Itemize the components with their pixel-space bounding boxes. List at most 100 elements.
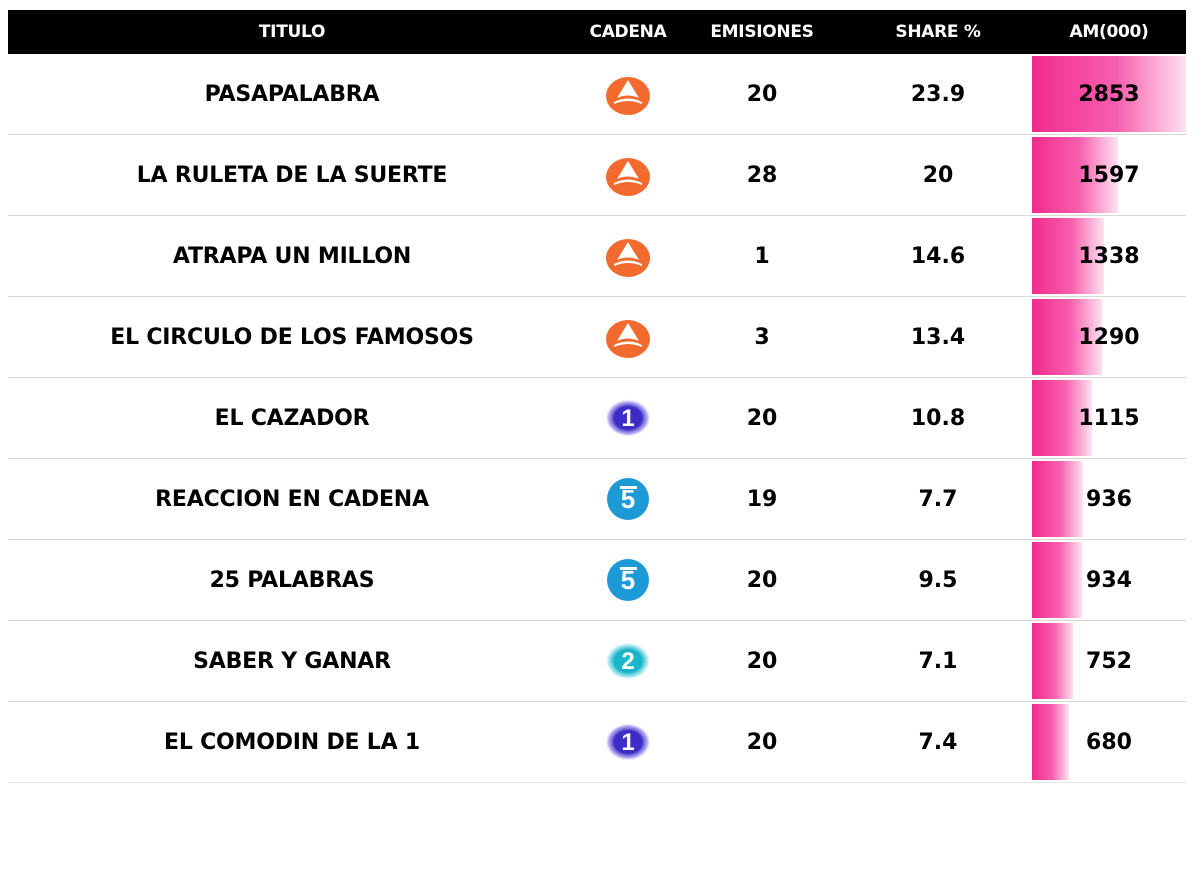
am-bar [1032,218,1104,294]
row-emisiones: 28 [746,162,778,188]
row-titulo: EL CAZADOR [8,406,576,431]
table-row: REACCION EN CADENA 5 19 7.7 936 [8,459,1186,540]
row-titulo: SABER Y GANAR [8,649,576,674]
row-am: 1290 [1032,297,1186,377]
row-share: 13.4 [910,324,966,350]
row-titulo-text: 25 PALABRAS [209,567,375,593]
svg-text:5: 5 [621,484,635,514]
row-titulo-text: EL CIRCULO DE LOS FAMOSOS [110,324,474,350]
header-share: SHARE % [895,22,981,42]
am-bar [1032,380,1092,456]
row-cadena: 1 [576,395,680,441]
row-emisiones: 20 [746,729,778,755]
row-share: 7.4 [918,729,958,755]
row-titulo: REACCION EN CADENA [8,487,576,512]
row-am: 1115 [1032,378,1186,458]
row-titulo-text: EL COMODIN DE LA 1 [163,729,421,755]
row-titulo-text: SABER Y GANAR [193,648,391,674]
row-am: 680 [1032,702,1186,782]
audience-table: TITULO CADENA EMISIONES SHARE % AM(000) … [8,10,1186,783]
am-value: 936 [1086,486,1132,512]
row-cadena: 2 [576,638,680,684]
antena3-logo [576,314,680,360]
svg-text:1: 1 [621,405,634,432]
row-titulo: EL CIRCULO DE LOS FAMOSOS [8,325,576,350]
table-row: 25 PALABRAS 5 20 9.5 934 [8,540,1186,621]
row-emisiones: 20 [746,648,778,674]
row-emisiones: 20 [746,405,778,431]
header-titulo: TITULO [258,22,326,42]
row-titulo-text: LA RULETA DE LA SUERTE [136,162,448,188]
row-titulo-text: ATRAPA UN MILLON [172,243,412,269]
row-am: 936 [1032,459,1186,539]
row-share: 10.8 [910,405,966,431]
row-share: 14.6 [910,243,966,269]
row-cadena [576,71,680,117]
row-share: 7.1 [918,648,958,674]
header-cadena: CADENA [589,22,667,42]
am-bar [1032,56,1186,132]
row-titulo: ATRAPA UN MILLON [8,244,576,269]
am-value: 1338 [1078,243,1140,269]
am-value: 2853 [1078,81,1140,107]
table-row: ATRAPA UN MILLON 1 14.6 1338 [8,216,1186,297]
row-am: 1597 [1032,135,1186,215]
table-row: EL CIRCULO DE LOS FAMOSOS 3 13.4 1290 [8,297,1186,378]
row-titulo-text: PASAPALABRA [204,81,380,107]
am-value: 680 [1086,729,1132,755]
la2-logo: 2 [576,638,680,684]
row-am: 934 [1032,540,1186,620]
row-share: 20 [922,162,954,188]
am-value: 1290 [1078,324,1140,350]
antena3-logo [576,233,680,279]
row-titulo: LA RULETA DE LA SUERTE [8,163,576,188]
row-am: 752 [1032,621,1186,701]
am-value: 1115 [1078,405,1140,431]
row-cadena: 1 [576,719,680,765]
am-value: 934 [1086,567,1132,593]
table-body: PASAPALABRA 20 23.9 2853 LA RULETA DE LA SUE… [8,54,1186,783]
row-cadena: 5 [576,557,680,603]
am-value: 1597 [1078,162,1140,188]
row-emisiones: 20 [746,81,778,107]
svg-text:5: 5 [621,565,635,595]
row-titulo: PASAPALABRA [8,82,576,107]
row-am: 2853 [1032,54,1186,134]
telecinco-logo: 5 [576,557,680,603]
header-am: AM(000) [1069,22,1149,42]
row-am: 1338 [1032,216,1186,296]
am-bar [1032,137,1118,213]
row-cadena [576,152,680,198]
row-cadena [576,314,680,360]
am-bar [1032,299,1102,375]
svg-text:1: 1 [621,729,634,756]
row-titulo-text: REACCION EN CADENA [155,486,429,512]
header-emisiones: EMISIONES [710,22,814,42]
antena3-logo [576,152,680,198]
row-share: 7.7 [918,486,958,512]
row-share: 9.5 [918,567,958,593]
am-value: 752 [1086,648,1132,674]
am-bar [1032,704,1069,780]
row-share: 23.9 [910,81,966,107]
table-row: LA RULETA DE LA SUERTE 28 20 1597 [8,135,1186,216]
row-titulo-text: EL CAZADOR [214,405,370,431]
row-emisiones: 3 [754,324,770,350]
row-cadena [576,233,680,279]
table-row: SABER Y GANAR 2 20 7.1 752 [8,621,1186,702]
am-bar [1032,461,1083,537]
la1-logo: 1 [576,395,680,441]
antena3-logo [576,71,680,117]
telecinco-logo: 5 [576,476,680,522]
am-bar [1032,623,1073,699]
row-emisiones: 19 [746,486,778,512]
am-bar [1032,542,1082,618]
row-titulo: EL COMODIN DE LA 1 [8,730,576,755]
row-titulo: 25 PALABRAS [8,568,576,593]
table-row: PASAPALABRA 20 23.9 2853 [8,54,1186,135]
table-header: TITULO CADENA EMISIONES SHARE % AM(000) [8,10,1186,54]
row-cadena: 5 [576,476,680,522]
table-row: EL COMODIN DE LA 1 1 20 7.4 680 [8,702,1186,783]
row-emisiones: 20 [746,567,778,593]
svg-text:2: 2 [621,648,634,675]
